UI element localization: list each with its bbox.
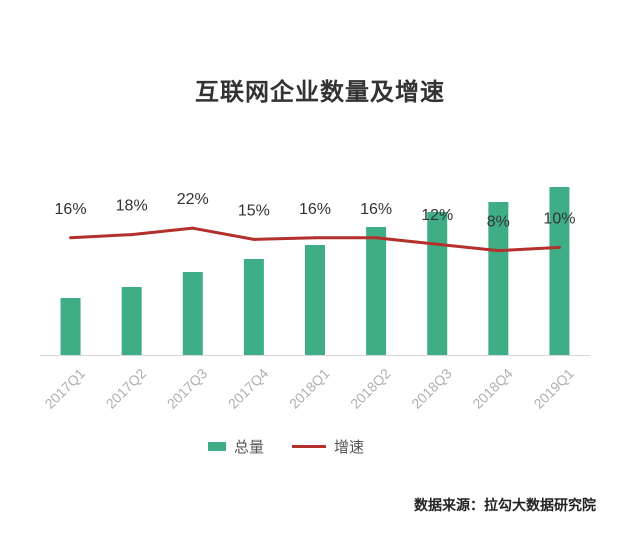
data-label: 16% <box>299 201 331 218</box>
data-label: 22% <box>177 191 209 208</box>
data-label: 16% <box>360 201 392 218</box>
x-tick-label: 2017Q3 <box>164 365 211 412</box>
x-tick-label: 2018Q1 <box>286 365 333 412</box>
growth-point <box>313 236 317 240</box>
x-tick-label: 2018Q3 <box>408 365 455 412</box>
growth-point <box>557 245 561 249</box>
growth-point <box>191 226 195 230</box>
growth-point <box>435 242 439 246</box>
bar <box>427 212 448 355</box>
legend-label-growth: 增速 <box>334 437 365 456</box>
bar <box>366 227 387 355</box>
legend-item-total: 总量 <box>208 436 264 457</box>
x-tick-label: 2019Q1 <box>530 365 577 412</box>
growth-point <box>252 237 256 241</box>
growth-point <box>374 236 378 240</box>
legend-bar-swatch <box>208 441 226 451</box>
legend-item-growth: 增速 <box>292 436 364 457</box>
chart-title: 互联网企业数量及增速 <box>195 78 445 106</box>
x-tick-label: 2017Q1 <box>41 365 88 412</box>
x-tick-label: 2018Q4 <box>469 365 516 412</box>
bar <box>488 202 509 355</box>
data-label: 15% <box>238 202 270 219</box>
x-tick-label: 2017Q4 <box>225 365 272 412</box>
bar <box>60 298 81 355</box>
growth-point <box>130 233 134 237</box>
data-label: 16% <box>55 201 87 218</box>
data-label: 12% <box>421 207 453 224</box>
bar <box>121 287 142 355</box>
x-tick-label: 2017Q2 <box>103 365 150 412</box>
bar <box>243 259 264 355</box>
data-label: 18% <box>116 198 148 215</box>
legend-label-total: 总量 <box>234 437 265 456</box>
data-label: 10% <box>543 210 575 227</box>
bar <box>182 272 203 355</box>
bar <box>305 245 325 355</box>
legend-line-swatch <box>292 444 327 448</box>
x-tick-label: 2018Q2 <box>347 365 394 412</box>
growth-point <box>496 249 500 253</box>
chart-legend: 总量 增速 <box>208 434 392 458</box>
bar <box>549 187 570 355</box>
source-note: 数据来源：拉勾大数据研究院 <box>414 498 596 514</box>
data-label: 8% <box>487 214 510 231</box>
growth-point <box>69 236 73 240</box>
